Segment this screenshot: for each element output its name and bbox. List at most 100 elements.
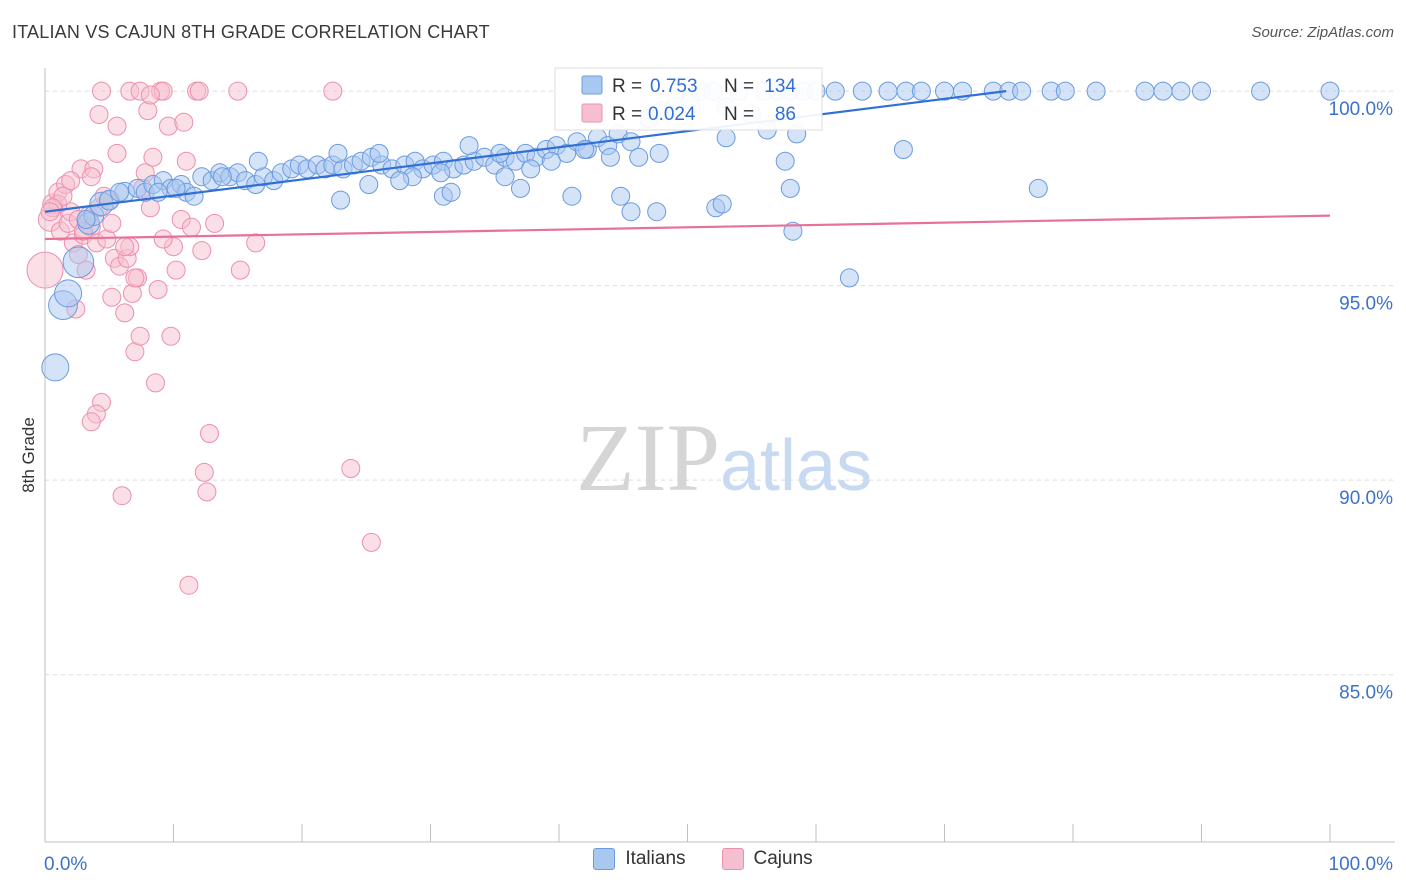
cajun-point: [200, 424, 219, 443]
italian-trend-line: [44, 90, 1007, 213]
stats-swatch-italians: [581, 75, 603, 95]
watermark-atlas: atlas: [720, 426, 872, 506]
italian-point: [511, 178, 530, 198]
italian-point: [441, 182, 461, 202]
italian-point: [712, 194, 732, 214]
cajun-point: [102, 287, 122, 307]
cajun-point: [107, 116, 127, 136]
cajun-point: [112, 486, 132, 506]
trend-layer: [44, 90, 1331, 241]
italian-point: [775, 151, 795, 171]
cajun-point: [230, 260, 250, 280]
cajun-point: [153, 229, 173, 249]
cajun-point: [107, 143, 127, 163]
x-tick-label-left: 0.0%: [44, 854, 87, 875]
italian-point: [390, 171, 410, 191]
italian-point: [621, 202, 641, 222]
italian-point: [54, 279, 83, 308]
legend-swatch-italians: [593, 848, 616, 870]
cajun-point: [81, 412, 101, 432]
x-tick-label-right: 100.0%: [1329, 854, 1394, 875]
cajun-point: [194, 462, 214, 482]
stats-n-label-italians: N =: [724, 76, 754, 97]
italian-point: [1153, 81, 1173, 101]
italian-point: [110, 182, 129, 202]
cajun-point: [341, 459, 361, 478]
y-axis-label: 8th Grade: [19, 417, 38, 493]
cajun-point: [246, 233, 266, 253]
italian-point: [562, 186, 582, 206]
stats-n-label-cajuns: N =: [724, 104, 754, 125]
y-tick-label: 95.0%: [1339, 294, 1393, 315]
italian-point: [369, 143, 389, 163]
stats-r-label-cajuns: R =: [612, 104, 642, 125]
source-attribution: Source: ZipAtlas.com: [1251, 24, 1394, 41]
italian-point: [212, 167, 232, 187]
italian-point: [495, 167, 515, 187]
cajun-point: [205, 213, 225, 233]
italian-point: [166, 178, 186, 198]
stats-r-label-italians: R =: [612, 76, 642, 97]
italian-point: [716, 128, 736, 148]
cajun-point: [197, 482, 217, 502]
italian-point: [541, 151, 561, 171]
cajun-point: [102, 213, 122, 233]
y-tick-label: 90.0%: [1339, 488, 1393, 509]
italian-point: [647, 202, 667, 222]
italian-point: [331, 190, 351, 210]
cajun-point: [61, 171, 81, 191]
legend-item-cajuns[interactable]: Cajuns: [721, 848, 813, 870]
italian-point: [611, 186, 631, 206]
cajun-point: [228, 81, 248, 101]
italian-point: [521, 159, 541, 179]
y-tick-label: 85.0%: [1339, 683, 1393, 704]
cajun-point: [176, 151, 196, 171]
cajun-point: [323, 81, 343, 101]
italian-point: [76, 210, 96, 229]
italian-point: [783, 221, 803, 241]
watermark-zip: ZIP: [576, 404, 720, 511]
italian-point: [184, 186, 204, 206]
cajun-trend-line: [44, 214, 1331, 241]
italian-point: [649, 143, 669, 163]
italian-point: [1171, 81, 1191, 101]
points-layer: [26, 81, 1340, 595]
legend-label-cajuns: Cajuns: [753, 848, 813, 869]
italian-point: [878, 81, 898, 101]
italian-point: [328, 143, 348, 163]
italian-point: [1028, 178, 1048, 198]
stats-swatch-cajuns: [581, 103, 603, 123]
italian-point: [1086, 81, 1106, 101]
cajun-point: [143, 147, 163, 167]
axes-layer: 100.0% 95.0% 90.0% 85.0% 0.0% 100.0%: [44, 68, 1395, 875]
stats-n-value-cajuns: 86: [775, 104, 796, 125]
cajun-point: [361, 532, 381, 552]
cajun-point: [146, 373, 165, 393]
italian-point: [1192, 81, 1211, 101]
cajun-point: [115, 303, 135, 323]
italian-point: [359, 175, 379, 194]
series-legend: Italians Cajuns: [0, 848, 1406, 870]
italian-point: [780, 178, 800, 198]
italian-point: [1251, 81, 1271, 101]
cajun-point: [182, 217, 201, 237]
italian-point: [62, 246, 95, 279]
italian-point: [839, 268, 859, 288]
legend-item-italians[interactable]: Italians: [593, 848, 686, 870]
italian-point: [629, 147, 649, 167]
cajun-point: [174, 112, 194, 132]
stats-r-value-cajuns: 0.024: [648, 104, 696, 125]
legend-swatch-cajuns: [721, 848, 744, 870]
cajun-point: [148, 280, 168, 299]
italian-point: [1012, 81, 1032, 101]
cajun-point: [125, 268, 145, 288]
cajun-point: [189, 81, 209, 101]
chart-title: ITALIAN VS CAJUN 8TH GRADE CORRELATION C…: [12, 22, 490, 42]
cajun-point: [179, 575, 199, 595]
italian-point: [1055, 81, 1075, 101]
italian-point: [431, 163, 451, 183]
stats-legend: R = 0.753 N = 134 R = 0.024 N = 86: [554, 67, 823, 131]
y-tick-label: 100.0%: [1329, 99, 1394, 120]
italian-point: [459, 136, 479, 156]
italian-point: [893, 140, 913, 159]
